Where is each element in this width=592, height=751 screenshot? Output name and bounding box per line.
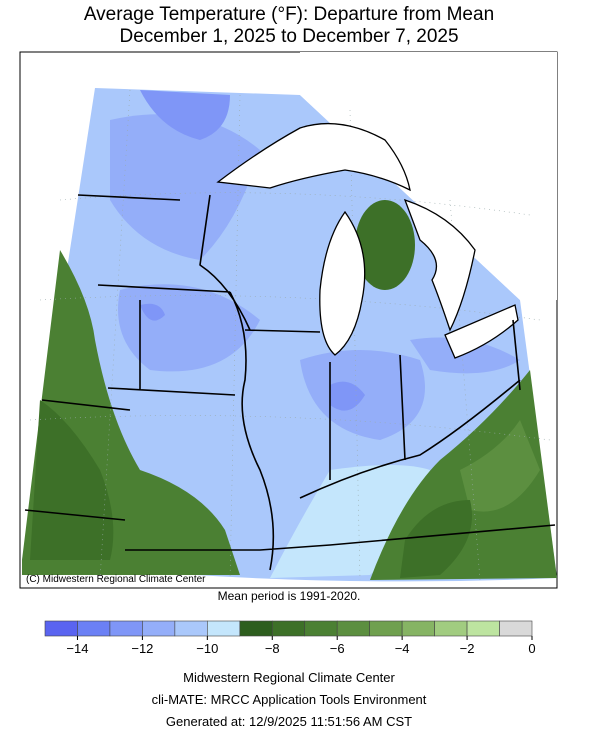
legend-swatch (174, 620, 208, 637)
temperature-field (30, 400, 114, 560)
footer-line: cli-MATE: MRCC Application Tools Environ… (152, 692, 427, 707)
map (22, 52, 557, 582)
legend-swatch (499, 620, 533, 637)
lake-erie (444, 304, 519, 359)
legend-tick-label: −10 (196, 641, 218, 656)
copyright: (C) Midwestern Regional Climate Center (26, 574, 206, 585)
temperature-field (400, 500, 472, 578)
temperature-field (140, 90, 230, 140)
temperature-field (110, 114, 260, 261)
subtitle: December 1, 2025 to December 7, 2025 (119, 26, 458, 47)
legend-tick-label: −2 (460, 641, 475, 656)
legend-tick-label: −12 (131, 641, 153, 656)
legend-swatch (77, 620, 111, 637)
lake-huron (403, 198, 476, 332)
footer-line: Generated at: 12/9/2025 11:51:56 AM CST (166, 714, 412, 729)
temperature-field (140, 303, 165, 321)
footer-line: Midwestern Regional Climate Center (183, 670, 395, 685)
legend-swatch (304, 620, 338, 637)
temperature-field (410, 337, 520, 374)
graticule (29, 89, 551, 581)
legend-swatch (109, 620, 143, 637)
outside-domain (300, 52, 557, 300)
legend-tick-label: 0 (528, 641, 535, 656)
legend-swatch (401, 620, 435, 637)
legend-swatch (466, 620, 500, 637)
mean-period: Mean period is 1991-2020. (218, 589, 361, 603)
legend-tick-label: −4 (395, 641, 410, 656)
legend-swatch (44, 620, 78, 637)
legend-tick-label: −6 (330, 641, 345, 656)
state-boundaries (24, 194, 556, 571)
legend-swatch (369, 620, 403, 637)
title: Average Temperature (°F): Departure from… (84, 4, 494, 25)
legend-swatch (142, 620, 176, 637)
legend-tick-label: −14 (66, 641, 88, 656)
lake-superior (216, 122, 411, 192)
temperature-field (355, 200, 415, 290)
lake-michigan (319, 210, 366, 356)
legend-swatch (434, 620, 468, 637)
color-legend: −14 −12 −10 −8 −6 −4 −2 0 (44, 620, 536, 656)
temperature-field (460, 420, 540, 512)
legend-swatch (336, 620, 370, 637)
legend-swatch (271, 620, 306, 637)
legend-tick-label: −8 (265, 641, 280, 656)
legend-swatch (239, 620, 273, 637)
temperature-field (330, 381, 365, 411)
legend-swatch (207, 620, 241, 637)
